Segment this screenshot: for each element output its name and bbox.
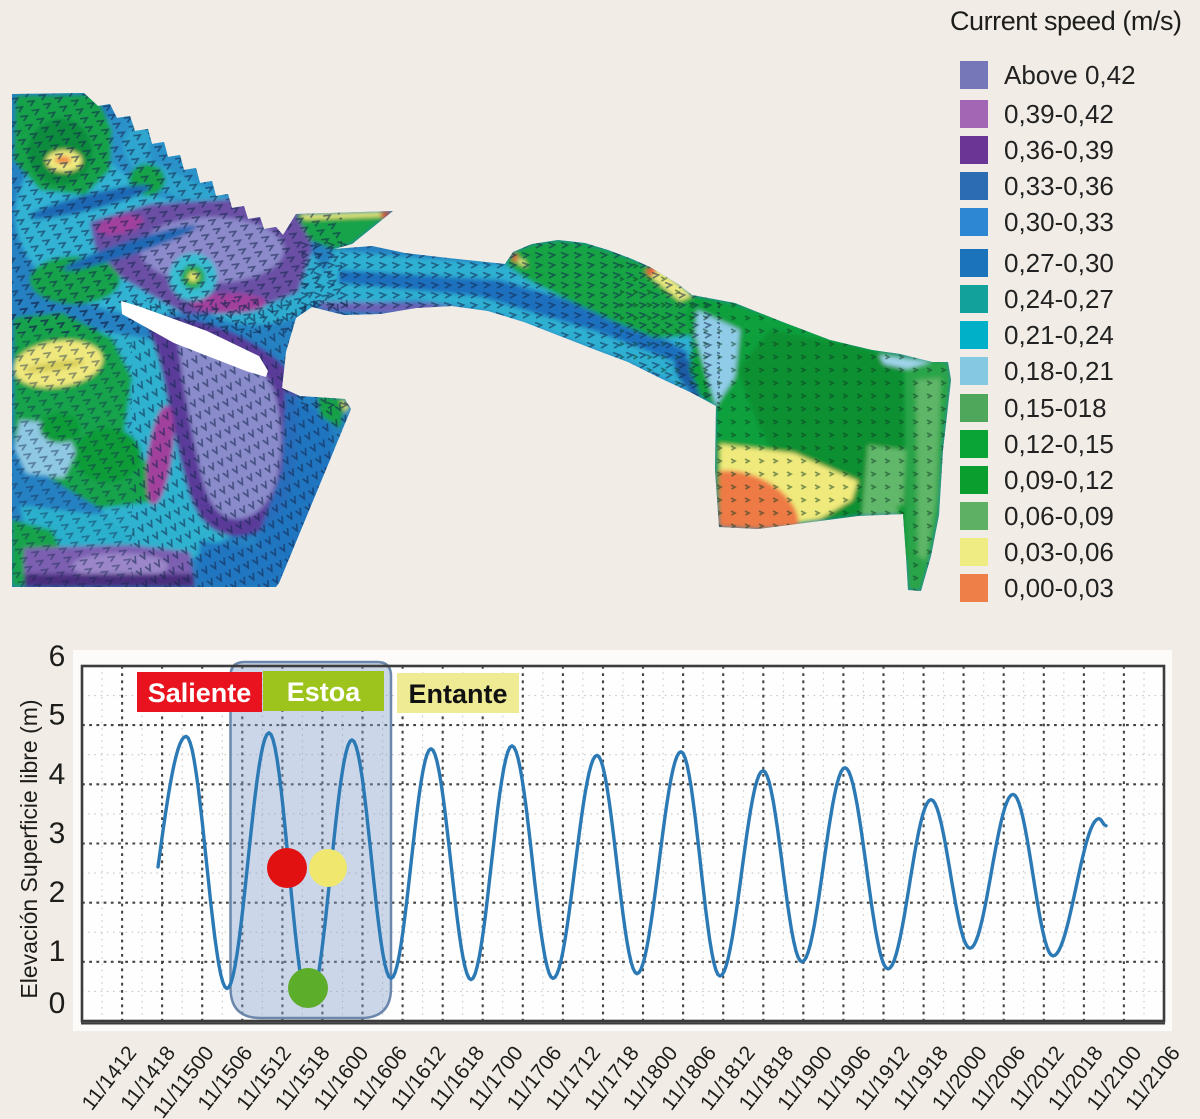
svg-text:0,27-0,30: 0,27-0,30 bbox=[1004, 248, 1114, 278]
svg-text:0,00-0,03: 0,00-0,03 bbox=[1004, 573, 1114, 603]
svg-text:0: 0 bbox=[49, 987, 66, 1020]
svg-text:Entante: Entante bbox=[408, 679, 507, 709]
svg-text:4: 4 bbox=[49, 758, 66, 791]
svg-text:Elevación Superficie libre (m): Elevación Superficie libre (m) bbox=[16, 699, 42, 998]
svg-text:Current speed (m/s): Current speed (m/s) bbox=[950, 6, 1182, 36]
svg-text:1: 1 bbox=[49, 935, 66, 968]
svg-text:0,39-0,42: 0,39-0,42 bbox=[1004, 99, 1114, 129]
svg-text:2: 2 bbox=[49, 876, 66, 909]
svg-text:0,30-0,33: 0,30-0,33 bbox=[1004, 207, 1114, 237]
svg-text:0,33-0,36: 0,33-0,36 bbox=[1004, 171, 1114, 201]
svg-text:0,06-0,09: 0,06-0,09 bbox=[1004, 501, 1114, 531]
svg-text:0,21-0,24: 0,21-0,24 bbox=[1004, 320, 1114, 350]
svg-text:0,12-0,15: 0,12-0,15 bbox=[1004, 429, 1114, 459]
svg-text:0,15-018: 0,15-018 bbox=[1004, 393, 1107, 423]
svg-text:0,03-0,06: 0,03-0,06 bbox=[1004, 537, 1114, 567]
svg-text:0,36-0,39: 0,36-0,39 bbox=[1004, 135, 1114, 165]
svg-text:Saliente: Saliente bbox=[148, 678, 252, 708]
svg-text:Estoa: Estoa bbox=[287, 677, 362, 707]
svg-text:5: 5 bbox=[49, 699, 66, 732]
svg-text:0,18-0,21: 0,18-0,21 bbox=[1004, 356, 1114, 386]
svg-text:3: 3 bbox=[49, 817, 66, 850]
svg-text:0,24-0,27: 0,24-0,27 bbox=[1004, 284, 1114, 314]
svg-text:6: 6 bbox=[49, 640, 66, 673]
svg-text:Above 0,42: Above 0,42 bbox=[1004, 60, 1136, 90]
svg-text:0,09-0,12: 0,09-0,12 bbox=[1004, 465, 1114, 495]
